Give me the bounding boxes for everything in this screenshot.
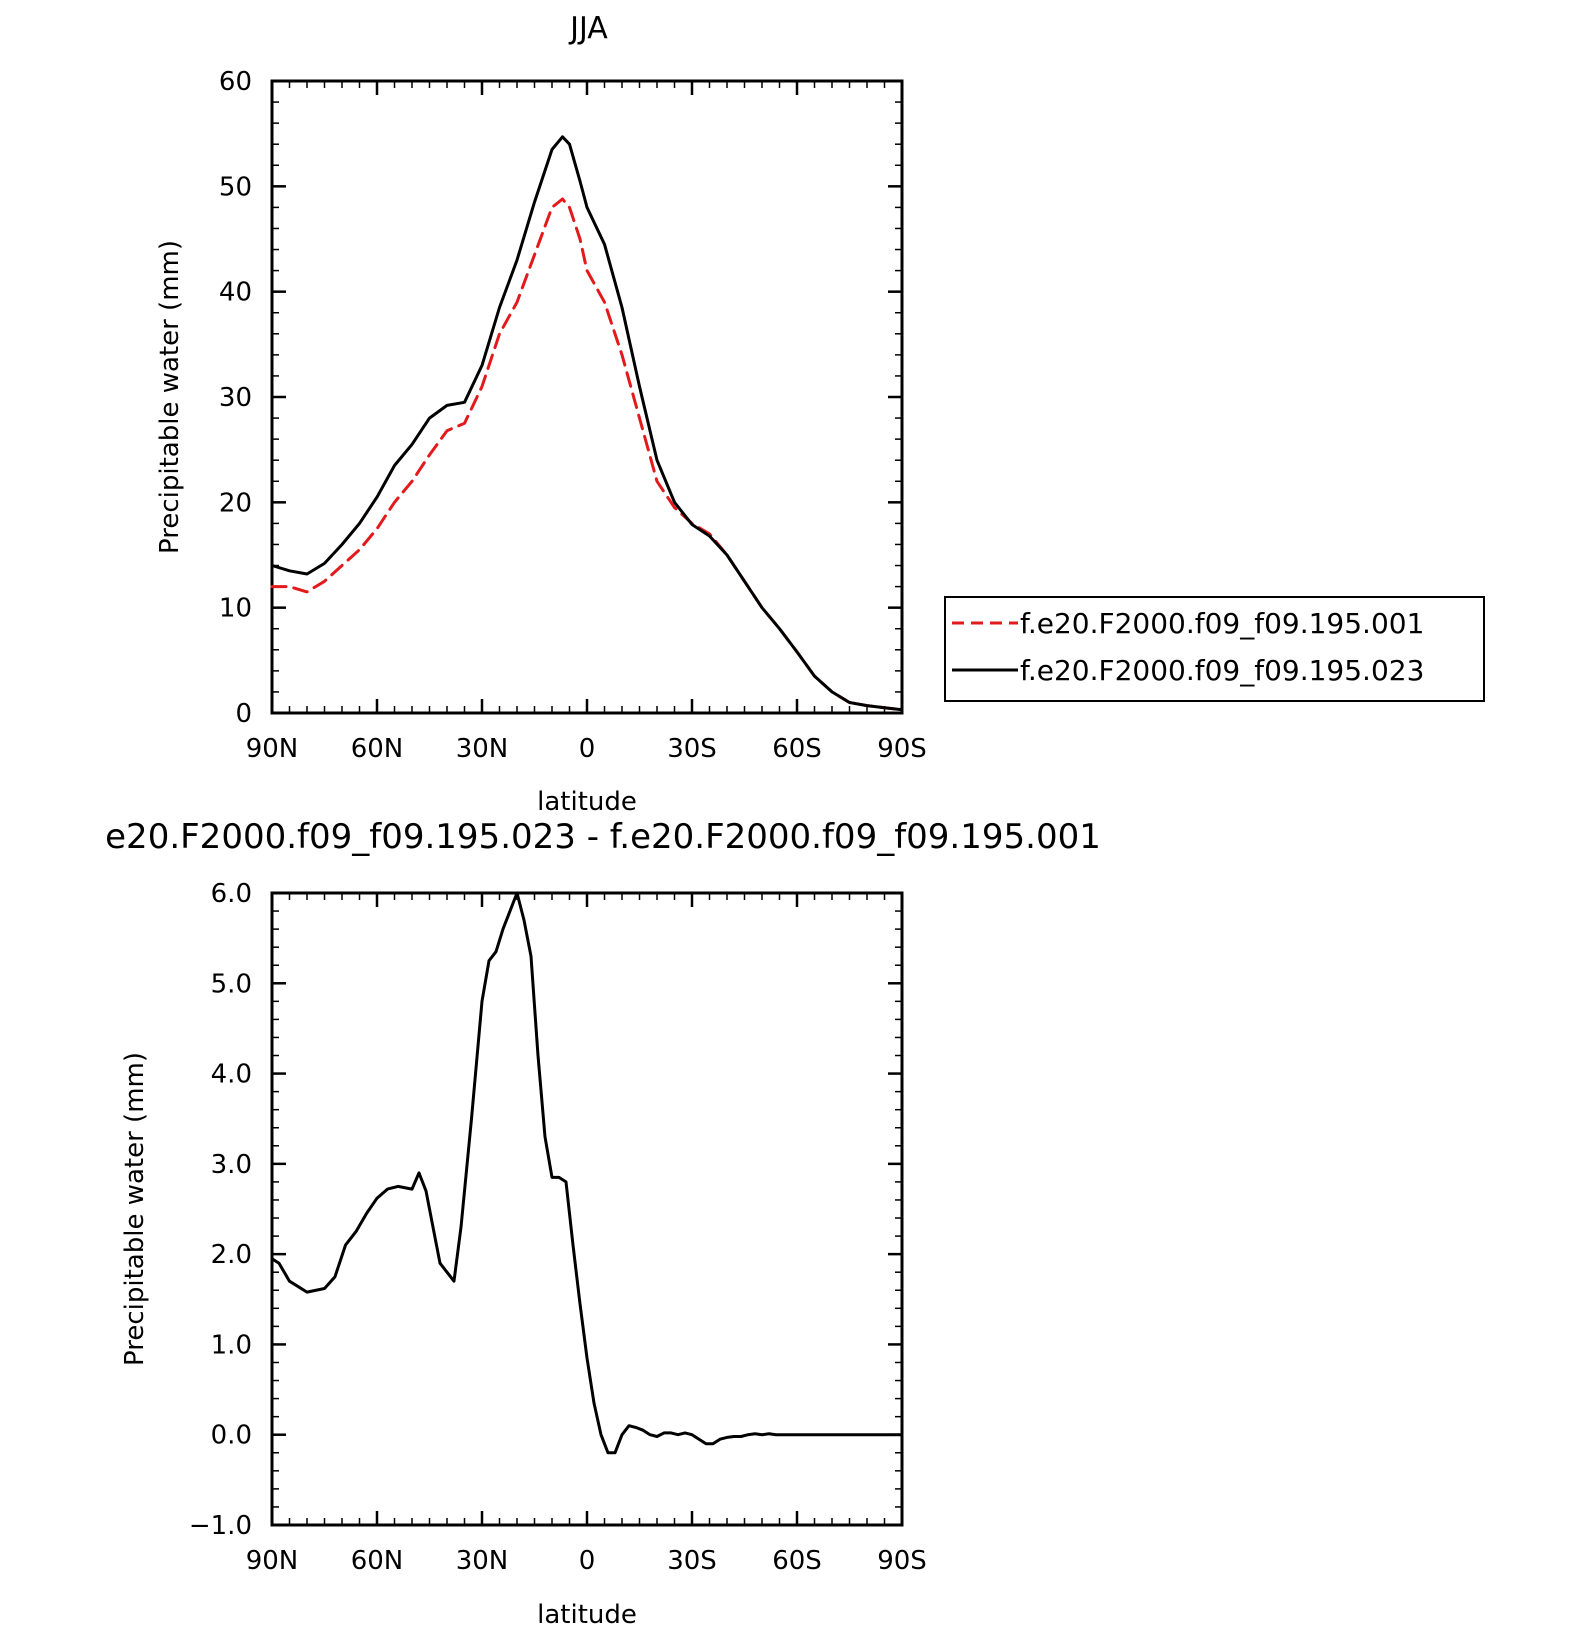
y-tick-label: 0 (235, 699, 252, 729)
x-tick-label: 0 (579, 1546, 596, 1576)
y-axis-ticks: 0 10 20 30 40 50 60 (219, 67, 902, 729)
x-axis-ticks: 90N 60N 30N 0 30S 60S 90S (246, 893, 927, 1576)
x-tick-label: 90N (246, 734, 299, 764)
x-axis-label: latitude (537, 1600, 637, 1630)
x-tick-label: 60N (351, 1546, 404, 1576)
series-layer (270, 135, 904, 712)
series-line-1 (270, 197, 904, 712)
x-axis-label: latitude (537, 787, 637, 817)
x-tick-label: 30S (667, 1546, 717, 1576)
y-axis-label: Precipitable water (mm) (155, 240, 185, 554)
x-tick-label: 60N (351, 734, 404, 764)
y-tick-label: 10 (219, 594, 252, 624)
y-tick-label: −1.0 (189, 1511, 252, 1541)
y-tick-label: 3.0 (211, 1150, 252, 1180)
top-panel: JJA 90N 60N 30N 0 30S 60S 90S 0 10 20 30 40 50 60 la… (155, 11, 1485, 817)
series-line-1 (270, 891, 904, 1455)
series-layer (270, 891, 904, 1455)
y-tick-label: 30 (219, 383, 252, 413)
x-tick-label: 30N (456, 1546, 509, 1576)
y-axis-ticks: −1.0 0.0 1.0 2.0 3.0 4.0 5.0 6.0 (189, 879, 902, 1541)
chart-title: JJA (568, 11, 608, 46)
x-tick-label: 90N (246, 1546, 299, 1576)
y-tick-label: 4.0 (211, 1060, 252, 1090)
x-tick-label: 30S (667, 734, 717, 764)
x-tick-label: 30N (456, 734, 509, 764)
x-tick-label: 90S (877, 734, 927, 764)
x-tick-label: 0 (579, 734, 596, 764)
x-axis-ticks: 90N 60N 30N 0 30S 60S 90S (246, 81, 927, 764)
plot-frame (270, 891, 904, 1527)
x-tick-label: 60S (772, 1546, 822, 1576)
x-tick-label: 60S (772, 734, 822, 764)
chart-title: e20.F2000.f09_f09.195.023 - f.e20.F2000.… (105, 817, 1101, 857)
x-tick-label: 90S (877, 1546, 927, 1576)
y-tick-label: 0.0 (211, 1421, 252, 1451)
y-tick-label: 40 (219, 278, 252, 308)
legend-box (944, 596, 1485, 702)
plot-frame (270, 79, 904, 715)
y-tick-label: 6.0 (211, 879, 252, 909)
legend: f.e20.F2000.f09_f09.195.001 f.e20.F2000.… (944, 596, 1485, 702)
y-tick-label: 5.0 (211, 969, 252, 999)
y-axis-label: Precipitable water (mm) (120, 1052, 150, 1366)
series-line-2 (270, 135, 904, 712)
y-tick-label: 2.0 (211, 1240, 252, 1270)
y-tick-label: 50 (219, 172, 252, 202)
bottom-panel: e20.F2000.f09_f09.195.023 - f.e20.F2000.… (105, 817, 1101, 1630)
legend-label-2: f.e20.F2000.f09_f09.195.023 (1020, 654, 1424, 687)
y-tick-label: 1.0 (211, 1330, 252, 1360)
legend-label-1: f.e20.F2000.f09_f09.195.001 (1020, 607, 1424, 640)
y-tick-label: 20 (219, 488, 252, 518)
y-tick-label: 60 (219, 67, 252, 97)
